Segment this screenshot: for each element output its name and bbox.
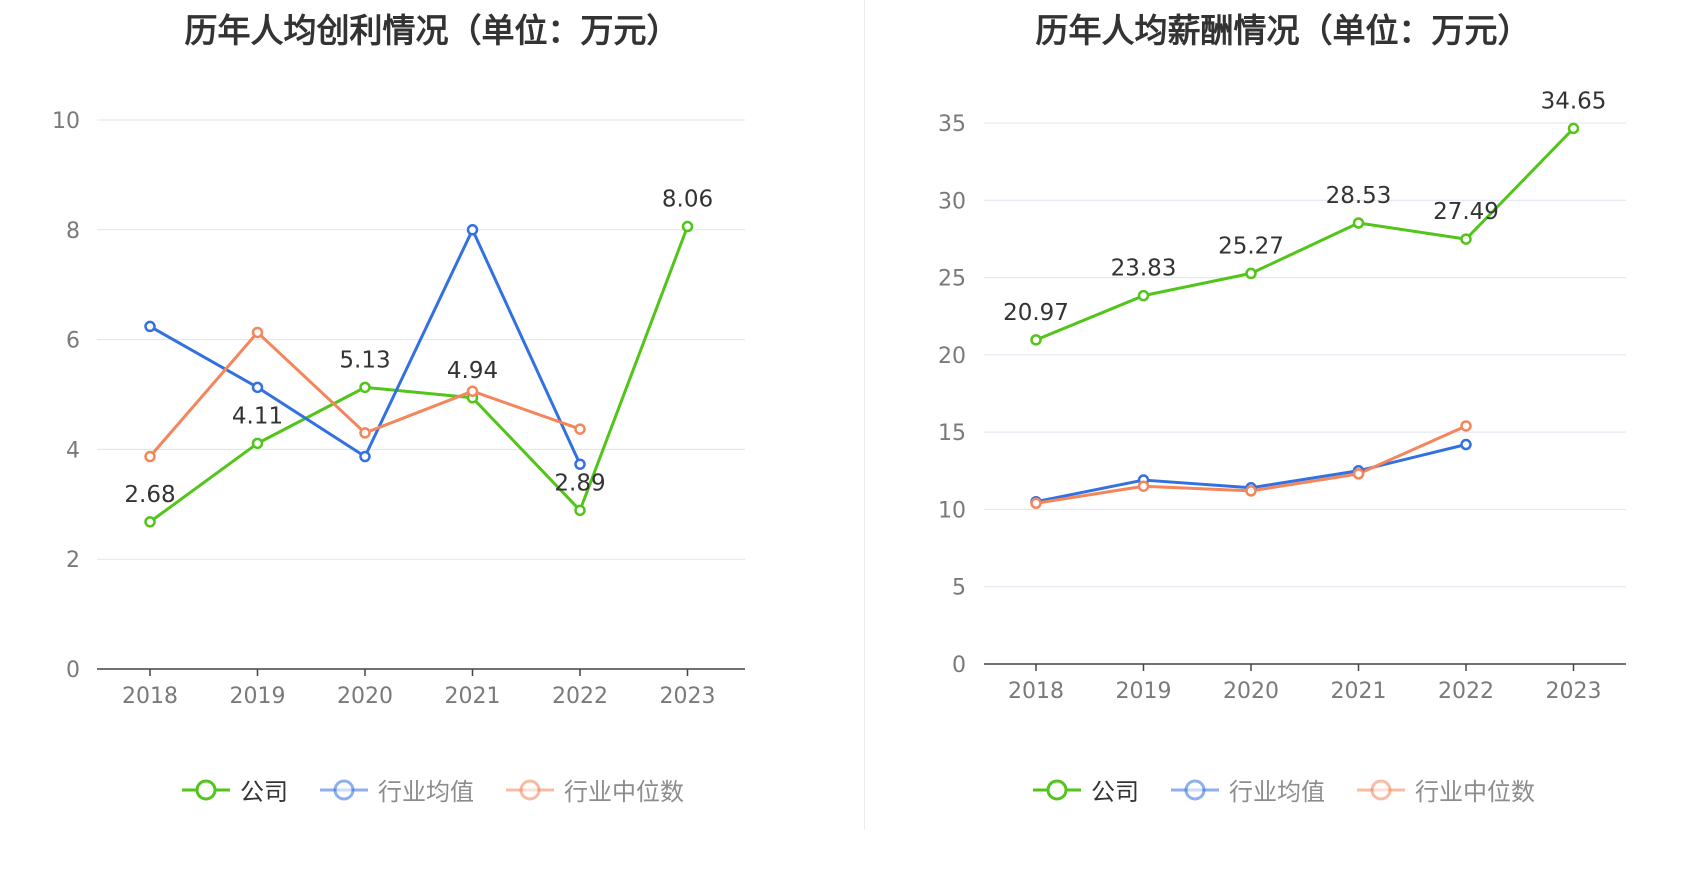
x-tick-label: 2020 — [337, 684, 393, 709]
legend-marker-icon — [1171, 779, 1219, 800]
y-tick-label: 15 — [938, 421, 966, 446]
data-label: 8.06 — [662, 187, 713, 213]
data-label: 2.89 — [554, 470, 605, 496]
y-tick-label: 20 — [938, 344, 966, 369]
data-label: 27.49 — [1433, 199, 1499, 225]
x-tick-label: 2020 — [1223, 679, 1279, 704]
data-point[interactable] — [251, 381, 264, 394]
legend-marker-icon — [1357, 779, 1405, 800]
data-label: 2.68 — [124, 482, 175, 508]
data-point[interactable] — [1352, 217, 1365, 229]
data-point[interactable] — [1460, 420, 1472, 432]
legend-label: 行业均值 — [1229, 778, 1325, 806]
data-label: 20.97 — [1003, 300, 1069, 326]
salary-chart: 0 5 10 15 20 25 30 35 2018 2019 2020 2021 2022 2023 20… — [938, 88, 1626, 704]
legend-item[interactable]: 行业中位数 — [1355, 772, 1535, 807]
series-line-0 — [149, 225, 689, 524]
salary-chart-panel: 历年人均薪酬情况（单位：万元） 0 5 10 15 20 25 30 35 2018 2019 20… — [866, 0, 1700, 874]
data-point[interactable] — [1567, 122, 1580, 135]
data-point[interactable] — [359, 427, 371, 439]
x-tick-label: 2023 — [660, 684, 716, 709]
x-tick-label: 2021 — [1331, 679, 1387, 704]
data-point[interactable] — [574, 423, 586, 435]
y-tick-label: 6 — [66, 329, 80, 354]
data-point[interactable] — [466, 385, 479, 397]
data-point[interactable] — [1030, 497, 1042, 509]
data-point[interactable] — [1352, 468, 1365, 480]
chart-title: 历年人均薪酬情况（单位：万元） — [1035, 11, 1531, 50]
legend-label: 公司 — [240, 778, 288, 806]
y-tick-label: 4 — [66, 438, 80, 463]
profit-chart: 0 2 4 6 8 10 2018 2019 2020 2021 2022 2023 2.68 4.11 5… — [52, 109, 745, 709]
x-tick-label: 2022 — [1438, 679, 1494, 704]
data-point[interactable] — [466, 224, 479, 236]
chart-legend: 公司 行业均值 行业中位数 — [0, 772, 864, 807]
data-point[interactable] — [1030, 334, 1042, 346]
x-tick-label: 2019 — [1116, 679, 1172, 704]
x-tick-label: 2018 — [1008, 679, 1064, 704]
data-point[interactable] — [1460, 233, 1472, 245]
y-tick-label: 0 — [952, 653, 966, 678]
data-point[interactable] — [1460, 438, 1472, 451]
data-label: 5.13 — [339, 347, 390, 373]
data-point[interactable] — [574, 458, 586, 470]
data-point[interactable] — [251, 326, 264, 339]
y-tick-label: 2 — [66, 548, 80, 573]
chart-legend: 公司 行业均值 行业中位数 — [866, 772, 1700, 807]
y-tick-label: 10 — [52, 109, 80, 134]
data-label: 28.53 — [1326, 183, 1392, 209]
y-tick-label: 10 — [938, 498, 966, 523]
y-tick-label: 0 — [66, 658, 80, 683]
data-point[interactable] — [681, 220, 694, 233]
legend-item[interactable]: 行业均值 — [318, 772, 474, 807]
data-label: 23.83 — [1111, 256, 1177, 282]
data-point[interactable] — [1137, 289, 1150, 302]
legend-marker-icon — [320, 779, 368, 800]
legend-marker-icon — [1033, 779, 1081, 800]
x-tick-label: 2019 — [230, 684, 286, 709]
data-point[interactable] — [359, 450, 371, 463]
panel-divider — [864, 0, 865, 830]
data-point[interactable] — [359, 381, 371, 394]
data-point[interactable] — [251, 437, 264, 450]
legend-marker-icon — [182, 779, 230, 800]
y-tick-label: 8 — [66, 219, 80, 244]
legend-label: 公司 — [1091, 778, 1139, 806]
data-point[interactable] — [144, 450, 156, 463]
x-tick-label: 2018 — [122, 684, 178, 709]
legend-item[interactable]: 公司 — [180, 772, 288, 807]
data-point[interactable] — [144, 516, 156, 528]
legend-label: 行业均值 — [378, 778, 474, 806]
data-label: 25.27 — [1218, 233, 1284, 259]
y-tick-label: 5 — [952, 576, 966, 601]
profit-chart-panel: 历年人均创利情况（单位：万元） 0 2 4 6 8 10 2018 2019 2020 2021 2… — [0, 11, 864, 807]
data-point[interactable] — [1245, 485, 1257, 497]
data-label: 34.65 — [1541, 88, 1607, 114]
chart-title: 历年人均创利情况（单位：万元） — [184, 11, 680, 50]
legend-label: 行业中位数 — [1415, 778, 1535, 806]
x-tick-label: 2023 — [1546, 679, 1602, 704]
y-tick-label: 35 — [938, 112, 966, 137]
data-point[interactable] — [574, 504, 586, 517]
legend-item[interactable]: 公司 — [1031, 772, 1139, 807]
y-tick-label: 25 — [938, 267, 966, 292]
data-label: 4.11 — [232, 403, 283, 429]
data-point[interactable] — [144, 320, 156, 333]
legend-marker-icon — [506, 779, 554, 800]
legend-item[interactable]: 行业均值 — [1169, 772, 1325, 807]
data-label: 4.94 — [447, 358, 498, 384]
y-tick-label: 30 — [938, 189, 966, 214]
data-point[interactable] — [1245, 267, 1257, 280]
x-tick-label: 2022 — [552, 684, 608, 709]
data-point[interactable] — [1137, 480, 1150, 492]
legend-label: 行业中位数 — [564, 778, 684, 806]
legend-item[interactable]: 行业中位数 — [504, 772, 684, 807]
series-line-0 — [1035, 127, 1575, 342]
x-tick-label: 2021 — [445, 684, 501, 709]
